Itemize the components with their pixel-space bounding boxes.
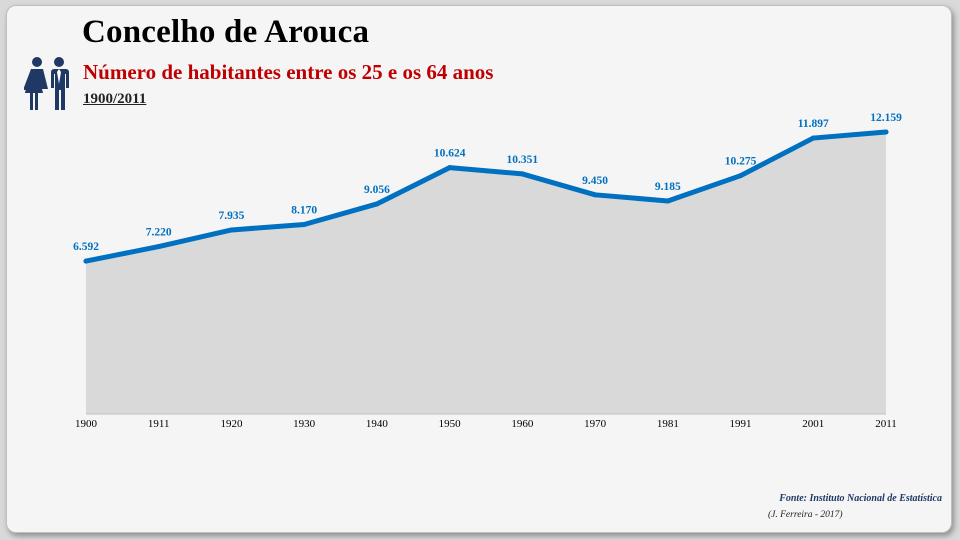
- chart-title: Concelho de Arouca: [82, 14, 370, 50]
- data-label: 9.056: [364, 184, 390, 196]
- x-tick-label: 1930: [293, 418, 316, 430]
- x-tick-label: 1981: [657, 418, 679, 430]
- data-point: [374, 201, 380, 207]
- data-point: [156, 244, 162, 250]
- data-point: [665, 198, 671, 204]
- data-label: 8.170: [291, 205, 317, 217]
- data-label: 9.185: [655, 181, 681, 193]
- data-point: [83, 258, 89, 264]
- data-label: 10.624: [434, 148, 466, 160]
- x-tick-label: 2001: [802, 418, 824, 430]
- data-label: 6.592: [73, 241, 99, 253]
- data-label: 7.220: [146, 227, 172, 239]
- man-and-woman-icon: [24, 57, 69, 110]
- author-credit: (J. Ferreira - 2017): [768, 510, 843, 520]
- data-label: 11.897: [798, 118, 829, 130]
- x-tick-label: 1991: [730, 418, 752, 430]
- x-tick-label: 1970: [584, 418, 607, 430]
- data-point: [883, 129, 889, 135]
- data-label: 10.275: [725, 156, 757, 168]
- data-label: 10.351: [507, 154, 539, 166]
- x-tick-label: 1960: [511, 418, 534, 430]
- data-point: [810, 135, 816, 141]
- x-tick-label: 2011: [875, 418, 897, 430]
- data-point: [301, 222, 307, 228]
- x-tick-label: 1900: [75, 418, 98, 430]
- data-point: [592, 192, 598, 198]
- data-point: [519, 171, 525, 177]
- series-line: [83, 129, 889, 264]
- chart-subtitle: Número de habitantes entre os 25 e os 64…: [83, 60, 494, 84]
- period-label: 1900/2011: [83, 91, 147, 107]
- area-fill: [86, 131, 886, 414]
- data-label: 12.159: [870, 112, 902, 124]
- data-point: [228, 227, 234, 233]
- data-point: [447, 165, 453, 171]
- data-label: 7.935: [219, 210, 245, 222]
- x-tick-label: 1920: [220, 418, 243, 430]
- x-tick-label: 1940: [366, 418, 389, 430]
- x-tick-label: 1911: [148, 418, 170, 430]
- data-label: 9.450: [582, 175, 608, 187]
- data-point: [738, 173, 744, 179]
- x-tick-label: 1950: [439, 418, 462, 430]
- source-note: Fonte: Instituto Nacional de Estatística: [779, 493, 942, 504]
